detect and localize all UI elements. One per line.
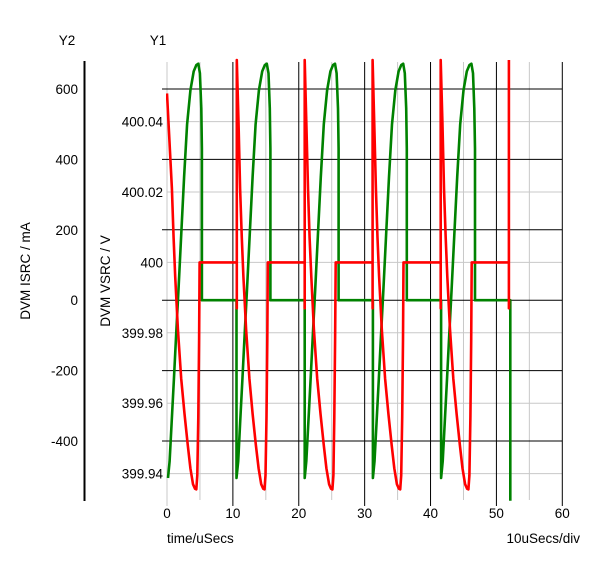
x-axis-div-label: 10uSecs/div	[506, 531, 580, 546]
y1-tick-label: 399.98	[122, 326, 163, 341]
y2-axis-label: DVM ISRC / mA	[18, 222, 33, 320]
grid-black-lines	[162, 62, 563, 500]
x-axis-label: time/uSecs	[167, 531, 234, 546]
y2-tick-label: -200	[51, 364, 78, 379]
y1-axis-label: DVM VSRC / V	[98, 235, 113, 327]
y2-tick-label: 0	[70, 293, 78, 308]
y1-tick-label: 400	[140, 255, 163, 270]
y2-axis-line	[83, 61, 86, 501]
y1-tick-label: 400.04	[122, 115, 164, 130]
y1-axis-title: Y1	[150, 33, 167, 48]
x-tick-label: 40	[423, 506, 438, 521]
x-tick-labels: 0 10 20 30 40 50 60	[163, 506, 570, 521]
trace-vsrc-voltage[interactable]	[166, 58, 511, 491]
x-axis-ticks	[166, 500, 563, 506]
x-tick-label: 0	[163, 506, 171, 521]
x-tick-label: 60	[555, 506, 570, 521]
y2-tick-label: 600	[55, 82, 78, 97]
y1-tick-label: 399.94	[122, 467, 164, 482]
x-tick-label: 10	[225, 506, 240, 521]
y2-tick-label: -400	[51, 434, 78, 449]
x-tick-label: 30	[357, 506, 372, 521]
y2-tick-label: 200	[55, 223, 78, 238]
y1-tick-label: 400.02	[122, 185, 163, 200]
y2-tick-labels: 600 400 200 0 -200 -400	[51, 82, 78, 449]
y2-tick-label: 400	[55, 152, 78, 167]
x-tick-label: 20	[291, 506, 306, 521]
y2-axis-title: Y2	[59, 33, 76, 48]
x-tick-label: 50	[489, 506, 504, 521]
y1-tick-label: 399.96	[122, 396, 163, 411]
trace-isrc-current[interactable]	[166, 62, 512, 501]
y1-tick-labels: 400.04 400.02 400 399.98 399.96 399.94	[122, 115, 164, 482]
